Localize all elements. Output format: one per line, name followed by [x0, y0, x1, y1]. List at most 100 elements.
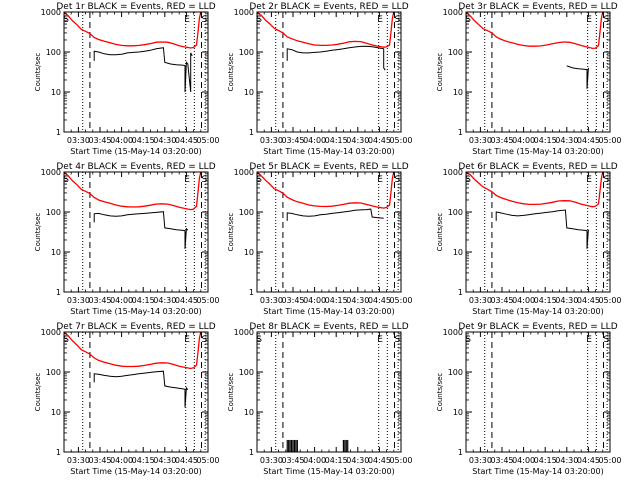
x-tick-label: 04:45	[175, 456, 198, 465]
y-tick-label: 1000	[443, 328, 463, 337]
y-tick-label: 1000	[41, 8, 61, 17]
y-axis-label: Counts/sec	[34, 213, 42, 252]
x-tick-label: 03:30	[469, 456, 492, 465]
event-label: S	[256, 15, 262, 25]
y-tick-label: 10	[244, 408, 254, 417]
x-tick-label: 04:15	[325, 456, 348, 465]
events-line	[286, 208, 384, 221]
y-tick-label: 1	[249, 448, 254, 457]
y-axis-label: Counts/sec	[227, 213, 235, 252]
x-tick-label: 03:45	[490, 296, 513, 305]
x-axis-label: Start Time (15-May-14 03:20:00)	[70, 467, 201, 476]
y-axis-label: Counts/sec	[436, 373, 444, 412]
events-line	[495, 209, 589, 249]
y-tick-label: 10	[51, 408, 61, 417]
panel-9: Det 9r BLACK = Events, RED = LLD S E S 1 10 10…	[436, 322, 622, 476]
event-label: S	[202, 175, 208, 185]
plot-frame	[256, 331, 402, 453]
x-tick-label: 04:45	[368, 136, 391, 145]
x-tick-label: 04:30	[346, 136, 369, 145]
y-tick-label: 1000	[443, 8, 463, 17]
y-tick-label: 100	[46, 208, 61, 217]
event-label: S	[465, 335, 471, 345]
x-tick-label: 04:00	[512, 456, 535, 465]
x-tick-label: 04:30	[153, 456, 176, 465]
lld-line	[63, 11, 202, 49]
y-tick-label: 1	[458, 288, 463, 297]
events-line	[93, 47, 193, 93]
panel-7: Det 7r BLACK = Events, RED = LLD S E S 1 10 10…	[34, 322, 220, 476]
x-tick-label: 04:15	[132, 136, 155, 145]
y-axis-label: Counts/sec	[436, 213, 444, 252]
x-tick-label: 03:30	[469, 296, 492, 305]
y-axis-label: Counts/sec	[227, 373, 235, 412]
x-tick-label: 04:00	[512, 296, 535, 305]
x-tick-label: 04:45	[577, 296, 600, 305]
y-tick-label: 100	[46, 368, 61, 377]
x-tick-label: 05:00	[389, 296, 412, 305]
x-tick-label: 03:45	[88, 296, 111, 305]
x-tick-label: 03:30	[67, 136, 90, 145]
event-label: S	[465, 15, 471, 25]
events-line	[93, 211, 189, 249]
event-label: E	[377, 15, 383, 25]
panel-title: Det 7r BLACK = Events, RED = LLD	[56, 322, 215, 332]
event-label: S	[202, 335, 208, 345]
y-tick-label: 100	[46, 48, 61, 57]
x-tick-label: 05:00	[196, 296, 219, 305]
y-tick-label: 10	[453, 248, 463, 257]
plot-frame	[465, 331, 611, 453]
x-tick-label: 05:00	[389, 456, 412, 465]
x-tick-label: 03:45	[490, 456, 513, 465]
lld-line	[256, 11, 395, 48]
x-tick-label: 05:00	[196, 456, 219, 465]
y-tick-label: 1000	[443, 168, 463, 177]
x-tick-label: 03:45	[281, 136, 304, 145]
panel-title: Det 8r BLACK = Events, RED = LLD	[249, 322, 408, 332]
panel-3: Det 3r BLACK = Events, RED = LLD S E S 1 10 10…	[436, 2, 622, 156]
y-tick-label: 10	[453, 408, 463, 417]
event-label: S	[256, 335, 262, 345]
event-label: S	[604, 335, 610, 345]
x-tick-label: 04:15	[325, 296, 348, 305]
x-tick-label: 04:00	[303, 296, 326, 305]
x-tick-label: 04:00	[303, 456, 326, 465]
x-tick-label: 03:30	[260, 296, 283, 305]
event-label: E	[184, 335, 190, 345]
x-tick-label: 04:45	[577, 136, 600, 145]
panel-title: Det 4r BLACK = Events, RED = LLD	[56, 162, 215, 172]
y-tick-label: 1000	[234, 168, 254, 177]
x-tick-label: 03:45	[281, 296, 304, 305]
y-tick-label: 100	[239, 368, 254, 377]
lld-line	[256, 171, 395, 209]
x-tick-label: 04:45	[175, 136, 198, 145]
x-axis-label: Start Time (15-May-14 03:20:00)	[472, 467, 603, 476]
panel-title: Det 9r BLACK = Events, RED = LLD	[458, 322, 617, 332]
panel-title: Det 6r BLACK = Events, RED = LLD	[458, 162, 617, 172]
event-label: S	[395, 335, 401, 345]
y-axis-label: Counts/sec	[34, 53, 42, 92]
x-tick-label: 03:30	[260, 456, 283, 465]
event-label: S	[256, 175, 262, 185]
event-label: E	[586, 175, 592, 185]
lld-line	[63, 331, 202, 370]
x-tick-label: 04:30	[153, 296, 176, 305]
x-tick-label: 03:30	[469, 136, 492, 145]
y-tick-label: 100	[448, 208, 463, 217]
y-tick-label: 1	[56, 288, 61, 297]
events-line	[286, 45, 386, 71]
x-tick-label: 04:30	[346, 456, 369, 465]
y-tick-label: 100	[239, 48, 254, 57]
y-axis-label: Counts/sec	[34, 373, 42, 412]
y-tick-label: 1	[458, 128, 463, 137]
panel-title: Det 5r BLACK = Events, RED = LLD	[249, 162, 408, 172]
y-tick-label: 1000	[41, 328, 61, 337]
panel-4: Det 4r BLACK = Events, RED = LLD S E S 1 10 10…	[34, 162, 220, 316]
event-label: S	[465, 175, 471, 185]
x-tick-label: 04:15	[132, 296, 155, 305]
x-tick-label: 04:30	[346, 296, 369, 305]
x-tick-label: 04:00	[110, 136, 133, 145]
x-tick-label: 04:30	[555, 296, 578, 305]
x-tick-label: 04:45	[577, 456, 600, 465]
